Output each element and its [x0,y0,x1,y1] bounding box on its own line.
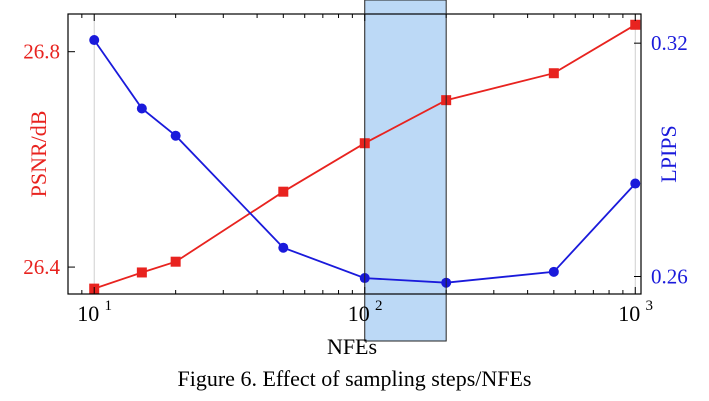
lpips-data-point [89,35,100,46]
lpips-series-line [93,39,636,284]
right-y-tick-label: 0.32 [651,31,688,55]
highlight-layer [364,0,447,341]
lpips-data-point [548,266,559,277]
figure-caption: Figure 6. Effect of sampling steps/NFEs [177,366,532,391]
left-y-tick-label: 26.4 [23,255,60,279]
x-tick-label-exponent: 2 [375,298,383,314]
x-tick-label: 10 [348,301,370,326]
x-tick-label: 10 [618,301,640,326]
lpips-data-point [170,130,181,141]
plot-frame [67,13,642,295]
highlight-border-layer [364,0,447,342]
highlight-band [364,0,447,341]
highlight-band-border [364,0,447,342]
left-y-tick-label: 26.8 [23,40,60,64]
x-axis-label: NFEs [327,334,377,359]
left-y-axis-label: PSNR/dB [26,111,51,198]
axis-layer: 10 1 10 2 10 3 26.4 26.8 0.26 0.32 [23,14,688,326]
psnr-data-point [278,186,289,197]
lpips-data-point [278,242,289,253]
lpips-data-point [630,178,641,189]
lpips-data-point [136,103,147,114]
psnr-data-point [136,267,147,278]
x-tick-label-exponent: 1 [104,298,112,314]
x-tick-label-base: 10 [618,301,640,326]
right-y-tick-label: 0.26 [651,265,688,289]
psnr-data-point [548,68,559,79]
psnr-data-point [170,256,181,267]
x-tick-label-base: 10 [348,301,370,326]
x-tick-label: 10 [77,301,99,326]
psnr-series-line [93,24,636,290]
right-y-axis-label: LPIPS [656,125,681,182]
x-tick-label-base: 10 [77,301,99,326]
x-tick-label-exponent: 3 [646,298,654,314]
psnr-data-point [630,19,641,30]
